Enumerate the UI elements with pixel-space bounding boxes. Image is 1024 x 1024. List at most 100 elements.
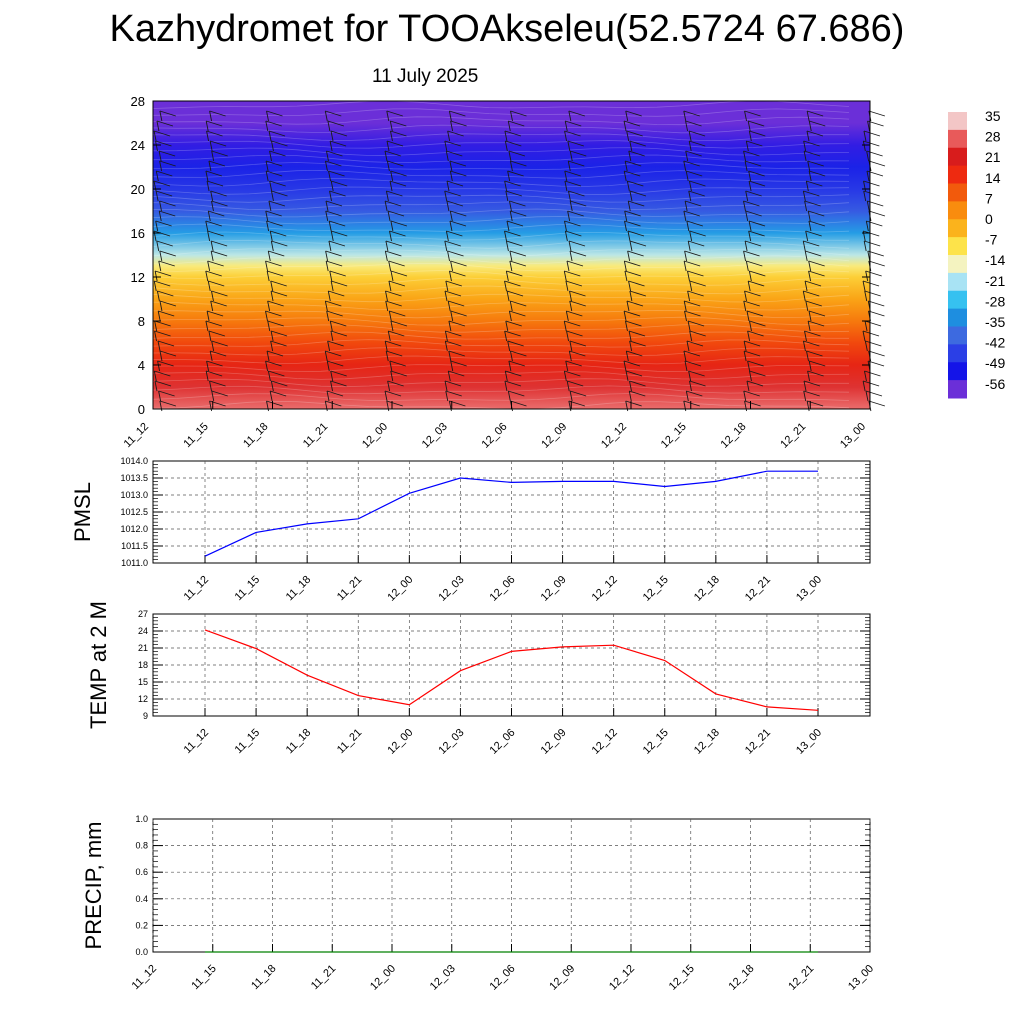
wind-barb — [688, 240, 705, 247]
wind-barb — [744, 240, 748, 252]
contour-line — [153, 355, 850, 365]
wind-barb — [449, 220, 453, 232]
wind-barb — [863, 190, 867, 202]
wind-barb — [563, 270, 567, 282]
wind-barb — [450, 260, 467, 267]
wind-barb — [449, 220, 467, 227]
wind-barb — [327, 340, 344, 347]
wind-barb — [689, 280, 693, 292]
wind-barb — [806, 350, 823, 357]
wind-barb — [510, 110, 527, 117]
colorbar-label: -14 — [985, 252, 1005, 268]
wind-barb — [506, 290, 524, 297]
wind-barb — [325, 160, 328, 172]
wind-barb — [156, 120, 160, 132]
wind-barb — [689, 330, 706, 337]
wind-barb — [328, 290, 345, 297]
wind-barb — [388, 280, 406, 287]
wind-barb — [808, 120, 812, 132]
wind-barb — [803, 140, 807, 152]
wind-barb — [629, 380, 632, 392]
wind-barb — [629, 340, 646, 347]
wind-barb — [385, 340, 402, 347]
wind-barb — [748, 230, 752, 242]
colorbar-label: -7 — [985, 232, 998, 248]
wind-barb — [155, 170, 159, 182]
wind-barb — [747, 360, 751, 372]
wind-barb — [868, 300, 885, 307]
wind-barb — [510, 160, 527, 167]
wind-barb — [507, 340, 511, 352]
wind-barb — [384, 150, 402, 157]
wind-barb — [684, 260, 701, 267]
wind-barb — [564, 120, 568, 132]
wind-barb — [868, 260, 885, 267]
wind-barb — [808, 220, 826, 227]
wind-barb — [210, 240, 214, 252]
contour-line — [152, 339, 850, 348]
wind-barb — [266, 350, 270, 362]
wind-barb — [508, 360, 526, 367]
wind-barb — [506, 290, 510, 302]
wind-barb — [748, 170, 765, 177]
wind-barb — [863, 180, 880, 187]
wind-barb — [446, 150, 463, 157]
wind-barb — [808, 310, 826, 317]
wind-barb — [628, 330, 646, 337]
wind-barb — [569, 390, 573, 402]
contour-line — [152, 162, 850, 170]
wind-barb — [504, 280, 521, 287]
wind-barb — [450, 210, 467, 217]
wind-barb — [743, 350, 747, 362]
wind-barb — [803, 340, 820, 347]
x-tick-label: 12_12 — [590, 727, 620, 757]
y-tick-label: 24 — [131, 138, 145, 153]
x-tick-label: 12_09 — [539, 421, 569, 451]
wind-barb — [803, 380, 821, 387]
wind-barb — [508, 120, 525, 127]
wind-barb — [325, 210, 342, 217]
wind-barb — [744, 110, 761, 117]
x-tick-label: 11_12 — [182, 727, 212, 757]
wind-barb — [504, 140, 508, 152]
wind-barb — [745, 210, 762, 217]
x-tick-label: 12_15 — [667, 963, 697, 993]
wind-barb — [863, 140, 880, 147]
wind-barb — [390, 370, 394, 382]
wind-barb — [385, 250, 402, 257]
wind-barb — [629, 390, 646, 397]
colorbar-swatch — [948, 380, 967, 399]
wind-barb — [504, 230, 507, 242]
wind-barb — [444, 380, 448, 392]
wind-barb — [868, 210, 886, 217]
wind-barb — [802, 340, 806, 352]
wind-barb — [326, 260, 343, 267]
wind-barb — [806, 130, 824, 137]
wind-barb — [629, 290, 633, 302]
x-tick-label: 12_03 — [428, 963, 458, 993]
wind-barb — [809, 170, 826, 177]
x-tick-label: 11_15 — [233, 727, 263, 757]
wind-barb — [803, 290, 820, 297]
wind-barb — [746, 310, 750, 322]
wind-barb — [627, 250, 644, 257]
wind-barb — [159, 110, 163, 122]
wind-barb — [210, 240, 228, 247]
wind-barb — [866, 170, 870, 182]
wind-barb — [505, 240, 509, 252]
contour-line — [152, 347, 850, 357]
colorbar-swatch — [948, 112, 967, 131]
wind-barb — [684, 360, 688, 372]
wind-barb — [385, 290, 388, 302]
wind-barb — [564, 370, 581, 377]
wind-barb — [387, 210, 405, 217]
wind-barb — [807, 320, 825, 327]
wind-barb — [564, 220, 567, 232]
wind-barb — [684, 310, 701, 317]
wind-barb — [444, 340, 448, 352]
wind-barb — [153, 370, 157, 382]
x-tick-label: 11_21 — [335, 727, 365, 757]
wind-barb — [159, 160, 163, 172]
wind-barb — [386, 350, 403, 357]
y-tick-label: 1012.5 — [120, 507, 148, 517]
